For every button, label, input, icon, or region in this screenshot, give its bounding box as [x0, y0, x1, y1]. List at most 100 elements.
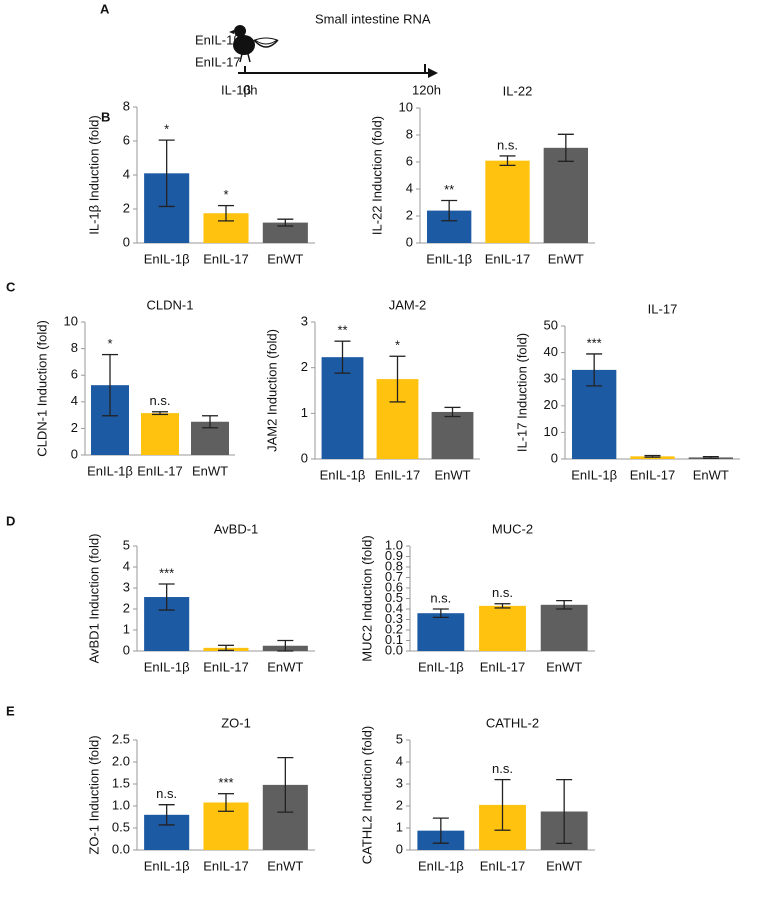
y-tick-label: 2: [301, 359, 308, 374]
y-axis-label: AvBD1 Induction (fold): [86, 534, 101, 664]
y-tick-label: 3: [301, 313, 308, 328]
bar: [321, 357, 364, 459]
x-tick-label: EnIL-17: [480, 659, 526, 674]
y-tick-label: 2: [71, 420, 78, 435]
significance-label: *: [107, 336, 112, 351]
time-label: 120h: [412, 82, 441, 97]
y-tick-label: 0.3: [385, 611, 403, 626]
significance-label: n.s.: [430, 590, 451, 605]
bar: [141, 413, 179, 455]
significance-label: **: [444, 182, 454, 197]
y-tick-label: 4: [123, 166, 130, 181]
bar: [485, 160, 530, 243]
chart-title: IL-17: [648, 301, 678, 316]
y-tick-label: 40: [544, 344, 558, 359]
y-axis-label: MUC2 Induction (fold): [359, 535, 374, 661]
y-tick-label: 1: [301, 405, 308, 420]
y-tick-label: 50: [544, 317, 558, 332]
y-tick-label: 3: [123, 579, 130, 594]
y-tick-label: 0.6: [385, 579, 403, 594]
x-tick-label: EnIL-1β: [144, 251, 190, 266]
timeline-arrow: [238, 64, 438, 78]
bar: [540, 604, 588, 651]
y-tick-label: 1.0: [385, 537, 403, 552]
x-tick-label: EnIL-1β: [571, 467, 617, 482]
y-tick-label: 8: [406, 126, 413, 141]
y-tick-label: 5: [396, 731, 403, 746]
bar: [431, 411, 474, 459]
y-tick-label: 30: [544, 371, 558, 386]
significance-label: n.s.: [492, 761, 513, 776]
y-tick-label: 6: [406, 153, 413, 168]
x-tick-label: EnIL-1β: [426, 251, 472, 266]
y-tick-label: 0: [123, 234, 130, 249]
x-tick-label: EnWT: [192, 463, 228, 478]
panel-label: D: [6, 513, 15, 528]
y-tick-label: 4: [396, 753, 403, 768]
significance-label: **: [337, 323, 347, 338]
x-tick-label: EnWT: [267, 251, 303, 266]
panel-label: B: [101, 109, 110, 124]
chart-title: JAM-2: [389, 297, 427, 312]
chart-title: CLDN-1: [147, 297, 194, 312]
chart-title: MUC-2: [492, 521, 533, 536]
x-tick-label: EnIL-17: [203, 251, 249, 266]
x-tick-label: EnIL-1β: [418, 858, 464, 873]
y-tick-label: 3: [396, 775, 403, 790]
x-tick-label: EnIL-1β: [144, 858, 190, 873]
y-tick-label: 0.5: [385, 590, 403, 605]
treatment-label: EnIL-1β: [195, 32, 241, 47]
x-tick-label: EnIL-1β: [87, 463, 133, 478]
significance-label: n.s.: [150, 393, 171, 408]
significance-label: ***: [218, 775, 233, 790]
y-tick-label: 6: [123, 132, 130, 147]
x-tick-label: EnIL-1β: [320, 467, 366, 482]
y-tick-label: 0.5: [112, 819, 130, 834]
y-tick-label: 5: [123, 537, 130, 552]
treatment-label: EnIL-17: [195, 54, 241, 69]
significance-label: n.s.: [492, 585, 513, 600]
y-tick-label: 6: [71, 367, 78, 382]
y-tick-label: 0.7: [385, 569, 403, 584]
significance-label: *: [223, 187, 228, 202]
y-axis-label: CLDN-1 Induction (fold): [34, 320, 49, 457]
x-tick-label: EnWT: [546, 659, 582, 674]
y-tick-label: 0: [406, 234, 413, 249]
y-tick-label: 4: [123, 558, 130, 573]
y-axis-label: CATHL2 Induction (fold): [359, 726, 374, 865]
x-tick-label: EnWT: [548, 251, 584, 266]
significance-label: ***: [159, 565, 174, 580]
y-tick-label: 1.0: [112, 797, 130, 812]
y-tick-label: 1: [396, 819, 403, 834]
y-tick-label: 1: [123, 621, 130, 636]
significance-label: n.s.: [497, 137, 518, 152]
chart-title: IL-1β: [221, 82, 251, 97]
y-tick-label: 10: [399, 99, 413, 114]
x-tick-label: EnWT: [267, 659, 303, 674]
y-tick-label: 0.4: [385, 600, 403, 615]
y-tick-label: 4: [406, 180, 413, 195]
chart-title: AvBD-1: [214, 521, 259, 536]
y-tick-label: 0.0: [112, 841, 130, 856]
y-tick-label: 2: [123, 200, 130, 215]
chick-icon: [229, 25, 279, 63]
y-axis-label: JAM2 Induction (fold): [264, 329, 279, 452]
y-tick-label: 2.0: [112, 753, 130, 768]
x-tick-label: EnIL-17: [203, 858, 249, 873]
y-axis-label: IL-22 Induction (fold): [369, 116, 384, 235]
significance-label: ***: [587, 335, 602, 350]
y-tick-label: 4: [71, 393, 78, 408]
x-tick-label: EnIL-1β: [144, 659, 190, 674]
x-tick-label: EnIL-17: [480, 858, 526, 873]
x-tick-label: EnIL-17: [485, 251, 531, 266]
y-tick-label: 2: [406, 207, 413, 222]
y-tick-label: 2.5: [112, 731, 130, 746]
y-tick-label: 10: [544, 424, 558, 439]
endpoint-label: Small intestine RNA: [315, 11, 431, 26]
y-tick-label: 0: [551, 450, 558, 465]
x-tick-label: EnIL-17: [630, 467, 676, 482]
panel-label: E: [6, 703, 15, 718]
y-tick-label: 2: [123, 600, 130, 615]
x-tick-label: EnIL-1β: [418, 659, 464, 674]
